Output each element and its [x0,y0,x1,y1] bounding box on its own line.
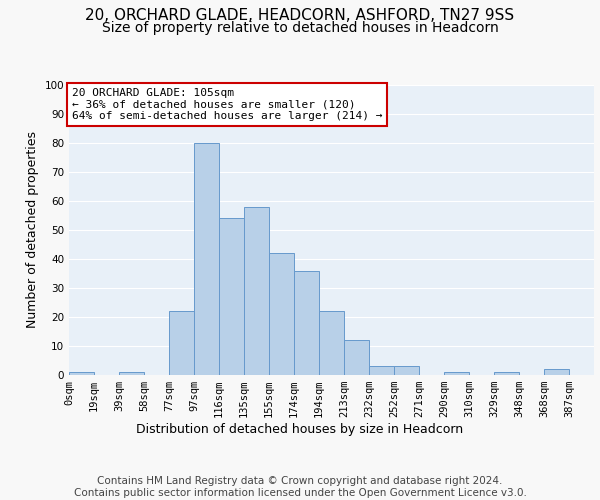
Bar [394,366,419,375]
Bar [269,253,294,375]
Bar [69,372,94,375]
Text: Contains HM Land Registry data © Crown copyright and database right 2024.
Contai: Contains HM Land Registry data © Crown c… [74,476,526,498]
Text: Size of property relative to detached houses in Headcorn: Size of property relative to detached ho… [101,21,499,35]
Bar [494,372,519,375]
Bar [219,218,244,375]
Text: 20 ORCHARD GLADE: 105sqm
← 36% of detached houses are smaller (120)
64% of semi-: 20 ORCHARD GLADE: 105sqm ← 36% of detach… [71,88,382,121]
Bar [444,372,469,375]
Bar [169,311,194,375]
Bar [369,366,394,375]
Text: 20, ORCHARD GLADE, HEADCORN, ASHFORD, TN27 9SS: 20, ORCHARD GLADE, HEADCORN, ASHFORD, TN… [85,8,515,22]
Bar [344,340,369,375]
Bar [119,372,144,375]
Bar [194,143,219,375]
Bar [244,207,269,375]
Bar [544,369,569,375]
Text: Distribution of detached houses by size in Headcorn: Distribution of detached houses by size … [136,422,464,436]
Bar [319,311,344,375]
Y-axis label: Number of detached properties: Number of detached properties [26,132,39,328]
Bar [294,270,319,375]
